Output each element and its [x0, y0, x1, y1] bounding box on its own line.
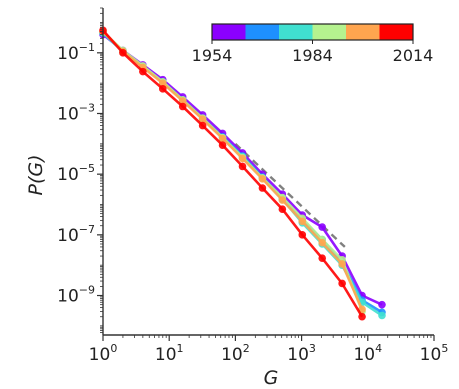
series-4-point: [298, 217, 307, 226]
y-tick-label: 10−3: [57, 101, 95, 124]
axes-layer: 100 101 102 103 104 105 10−1 10−3 10−5 10−7 10−9: [57, 7, 449, 365]
series-4-point: [158, 79, 167, 87]
colorbar-segment: [312, 24, 347, 40]
series-5-point: [338, 279, 346, 288]
series-0-point: [318, 223, 327, 231]
series-5-point: [198, 121, 207, 130]
series-line-5: [102, 29, 364, 318]
x-tick-label: 101: [155, 342, 184, 365]
series-5-point: [178, 102, 187, 111]
series-5-point: [278, 205, 287, 214]
colorbar-segment: [212, 24, 246, 40]
series-5-point: [158, 85, 167, 93]
x-tick-label: 104: [353, 342, 382, 365]
series-5-point: [298, 231, 307, 239]
series-5-point: [258, 184, 267, 192]
series-4-point: [318, 238, 327, 247]
series-0-point: [378, 300, 386, 309]
colorbar-segment: [245, 24, 280, 40]
series-5-point: [218, 141, 227, 150]
series-4-point: [218, 134, 227, 143]
colorbar-segment: [279, 24, 313, 40]
y-tick-label: 10−1: [57, 41, 95, 64]
colorbar-segment: [379, 24, 414, 40]
series-5-point: [139, 67, 147, 76]
reference-dashed-line: [234, 142, 346, 248]
x-tick-label: 100: [89, 342, 118, 365]
colorbar-segment: [346, 24, 380, 40]
series-4-point: [258, 175, 267, 183]
colorbar-tick-label: 1954: [192, 46, 233, 65]
x-axis-title: G: [264, 367, 279, 389]
series-line-2: [102, 32, 383, 317]
series-4-point: [238, 154, 247, 163]
series-4-point: [278, 196, 287, 204]
series-5-point: [358, 312, 366, 321]
series-4-point: [338, 260, 346, 268]
series-5-point: [119, 49, 127, 57]
series-4-point: [198, 115, 207, 123]
y-axis-title: P(G): [25, 154, 47, 195]
colorbar-tick-label: 2014: [393, 46, 434, 65]
x-tick-label: 105: [420, 342, 449, 365]
x-tick-label: 103: [287, 342, 316, 365]
y-tick-label: 10−7: [57, 223, 95, 246]
series-5-point: [318, 254, 327, 262]
series-2-point: [378, 311, 386, 320]
y-tick-label: 10−5: [57, 162, 95, 185]
colorbar: 1954 1984 2014: [192, 23, 434, 65]
series-5-point: [238, 162, 247, 171]
x-tick-label: 102: [221, 342, 250, 365]
series-layer: [99, 26, 386, 321]
colorbar-tick-label: 1984: [292, 46, 333, 65]
series-4-point: [178, 97, 187, 105]
y-tick-label: 10−9: [57, 284, 95, 307]
